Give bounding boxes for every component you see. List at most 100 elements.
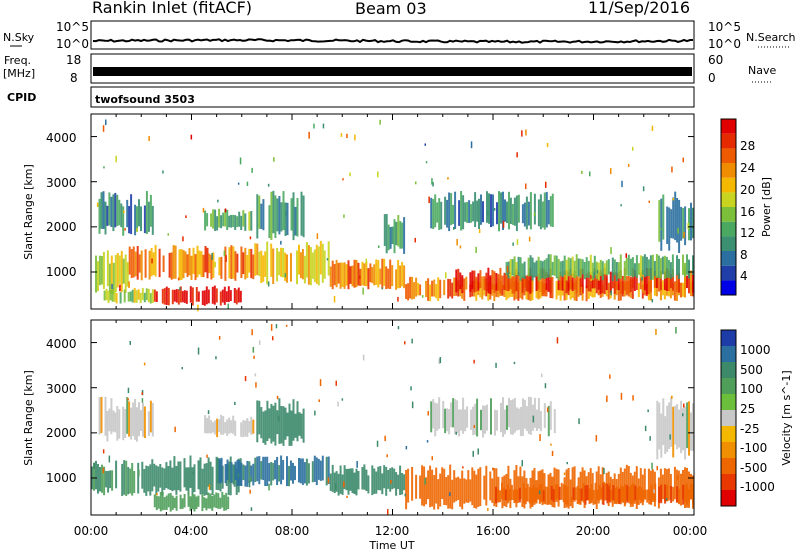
- heatmap-cell: [473, 470, 476, 508]
- heatmap-speck: [595, 435, 598, 442]
- heatmap-cell: [300, 413, 303, 439]
- heatmap-cell: [670, 486, 673, 503]
- heatmap-cell: [256, 194, 259, 239]
- heatmap-cell: [528, 487, 531, 504]
- heatmap-cell: [272, 190, 275, 234]
- heatmap-cell: [210, 213, 213, 227]
- heatmap-cell: [248, 248, 251, 273]
- colorbar-swatch: [721, 119, 736, 134]
- heatmap-speck: [362, 287, 364, 295]
- heatmap-cell: [240, 422, 243, 437]
- heatmap-speck: [249, 236, 252, 240]
- heatmap-cell: [367, 475, 370, 494]
- heatmap-cell: [601, 261, 604, 281]
- heatmap-speck: [625, 253, 627, 258]
- heatmap-cell: [296, 401, 299, 442]
- heatmap-cell: [138, 402, 140, 437]
- heatmap-cell: [686, 275, 688, 289]
- heatmap-cell: [349, 266, 352, 284]
- heatmap-cell: [659, 282, 662, 301]
- heatmap-speck: [343, 214, 345, 218]
- heatmap-speck: [316, 233, 319, 240]
- heatmap-cell: [229, 290, 232, 301]
- heatmap-cell: [539, 260, 542, 280]
- heatmap-speck: [148, 136, 150, 141]
- heatmap-cell: [183, 290, 186, 303]
- heatmap-cell: [579, 258, 582, 278]
- heatmap-cell: [219, 291, 222, 306]
- heatmap-cell: [401, 261, 404, 287]
- heatmap-cell: [634, 485, 637, 501]
- heatmap-cell: [667, 259, 670, 278]
- heatmap-cell: [206, 247, 209, 279]
- velocity-colorbar: 1000 500 100 25 -25 -100 -500 -1000 Velo…: [720, 329, 793, 507]
- heatmap-cell: [551, 193, 554, 227]
- heatmap-cell: [347, 468, 350, 495]
- heatmap-cell: [174, 245, 177, 279]
- heatmap-cell: [463, 478, 466, 504]
- heatmap-speck: [478, 229, 481, 233]
- heatmap-cell: [158, 248, 161, 278]
- heatmap-cell: [282, 248, 285, 278]
- heatmap-cell: [201, 494, 204, 512]
- heatmap-cell: [385, 214, 388, 254]
- heatmap-cell: [120, 250, 123, 293]
- heatmap-cell: [625, 258, 628, 276]
- colorbar-swatch: [721, 362, 736, 378]
- heatmap-cell: [559, 271, 562, 291]
- heatmap-speck: [250, 507, 253, 511]
- heatmap-cell: [262, 199, 265, 231]
- heatmap-cell: [250, 211, 253, 231]
- heatmap-cell: [673, 466, 676, 500]
- heatmap-cell: [111, 289, 114, 302]
- heatmap-cell: [214, 420, 217, 435]
- heatmap-cell: [637, 263, 640, 275]
- heatmap-cell: [421, 465, 424, 506]
- heatmap-cell: [595, 275, 598, 294]
- heatmap-cell: [549, 196, 552, 227]
- heatmap-cell: [331, 464, 334, 492]
- heatmap-speck: [428, 196, 430, 204]
- heatmap-cell: [431, 280, 434, 297]
- heatmap-cell: [419, 284, 422, 296]
- heatmap-cell: [529, 255, 532, 277]
- heatmap-cell: [244, 420, 247, 437]
- noise-right-tick-top: 10^5: [708, 20, 741, 34]
- heatmap-cell: [343, 262, 346, 289]
- heatmap-cell: [576, 485, 579, 505]
- heatmap-speck: [285, 324, 288, 327]
- heatmap-cell: [592, 489, 595, 505]
- freq-right-tick-bottom: 0: [708, 71, 716, 85]
- heatmap-speck: [671, 395, 673, 399]
- heatmap-cell: [126, 199, 129, 228]
- heatmap-cell: [480, 194, 482, 225]
- heatmap-cell: [537, 471, 540, 500]
- heatmap-cell: [529, 267, 532, 294]
- colorbar-swatch: [721, 346, 736, 362]
- heatmap-speck: [162, 170, 164, 174]
- heatmap-cell: [375, 471, 378, 494]
- heatmap-cell: [639, 255, 642, 278]
- heatmap-cell: [499, 490, 501, 503]
- heatmap-speck: [472, 450, 474, 457]
- heatmap-cell: [234, 420, 237, 437]
- heatmap-cell: [319, 460, 322, 481]
- heatmap-cell: [147, 411, 150, 436]
- heatmap-cell: [523, 276, 526, 288]
- heatmap-cell: [653, 270, 656, 288]
- heatmap-cell: [195, 496, 198, 509]
- heatmap-cell: [132, 246, 135, 278]
- heatmap-cell: [157, 466, 160, 492]
- heatmap-cell: [477, 468, 480, 507]
- heatmap-cell: [546, 486, 549, 505]
- heatmap-cell: [510, 484, 513, 500]
- heatmap-cell: [545, 258, 548, 278]
- heatmap-cell: [104, 201, 107, 235]
- heatmap-cell: [218, 208, 221, 228]
- heatmap-speck: [255, 382, 257, 388]
- heatmap-cell: [222, 416, 225, 435]
- heatmap-speck: [473, 359, 475, 364]
- heatmap-speck: [239, 157, 242, 165]
- heatmap-cell: [375, 259, 378, 285]
- heatmap-speck: [384, 435, 386, 442]
